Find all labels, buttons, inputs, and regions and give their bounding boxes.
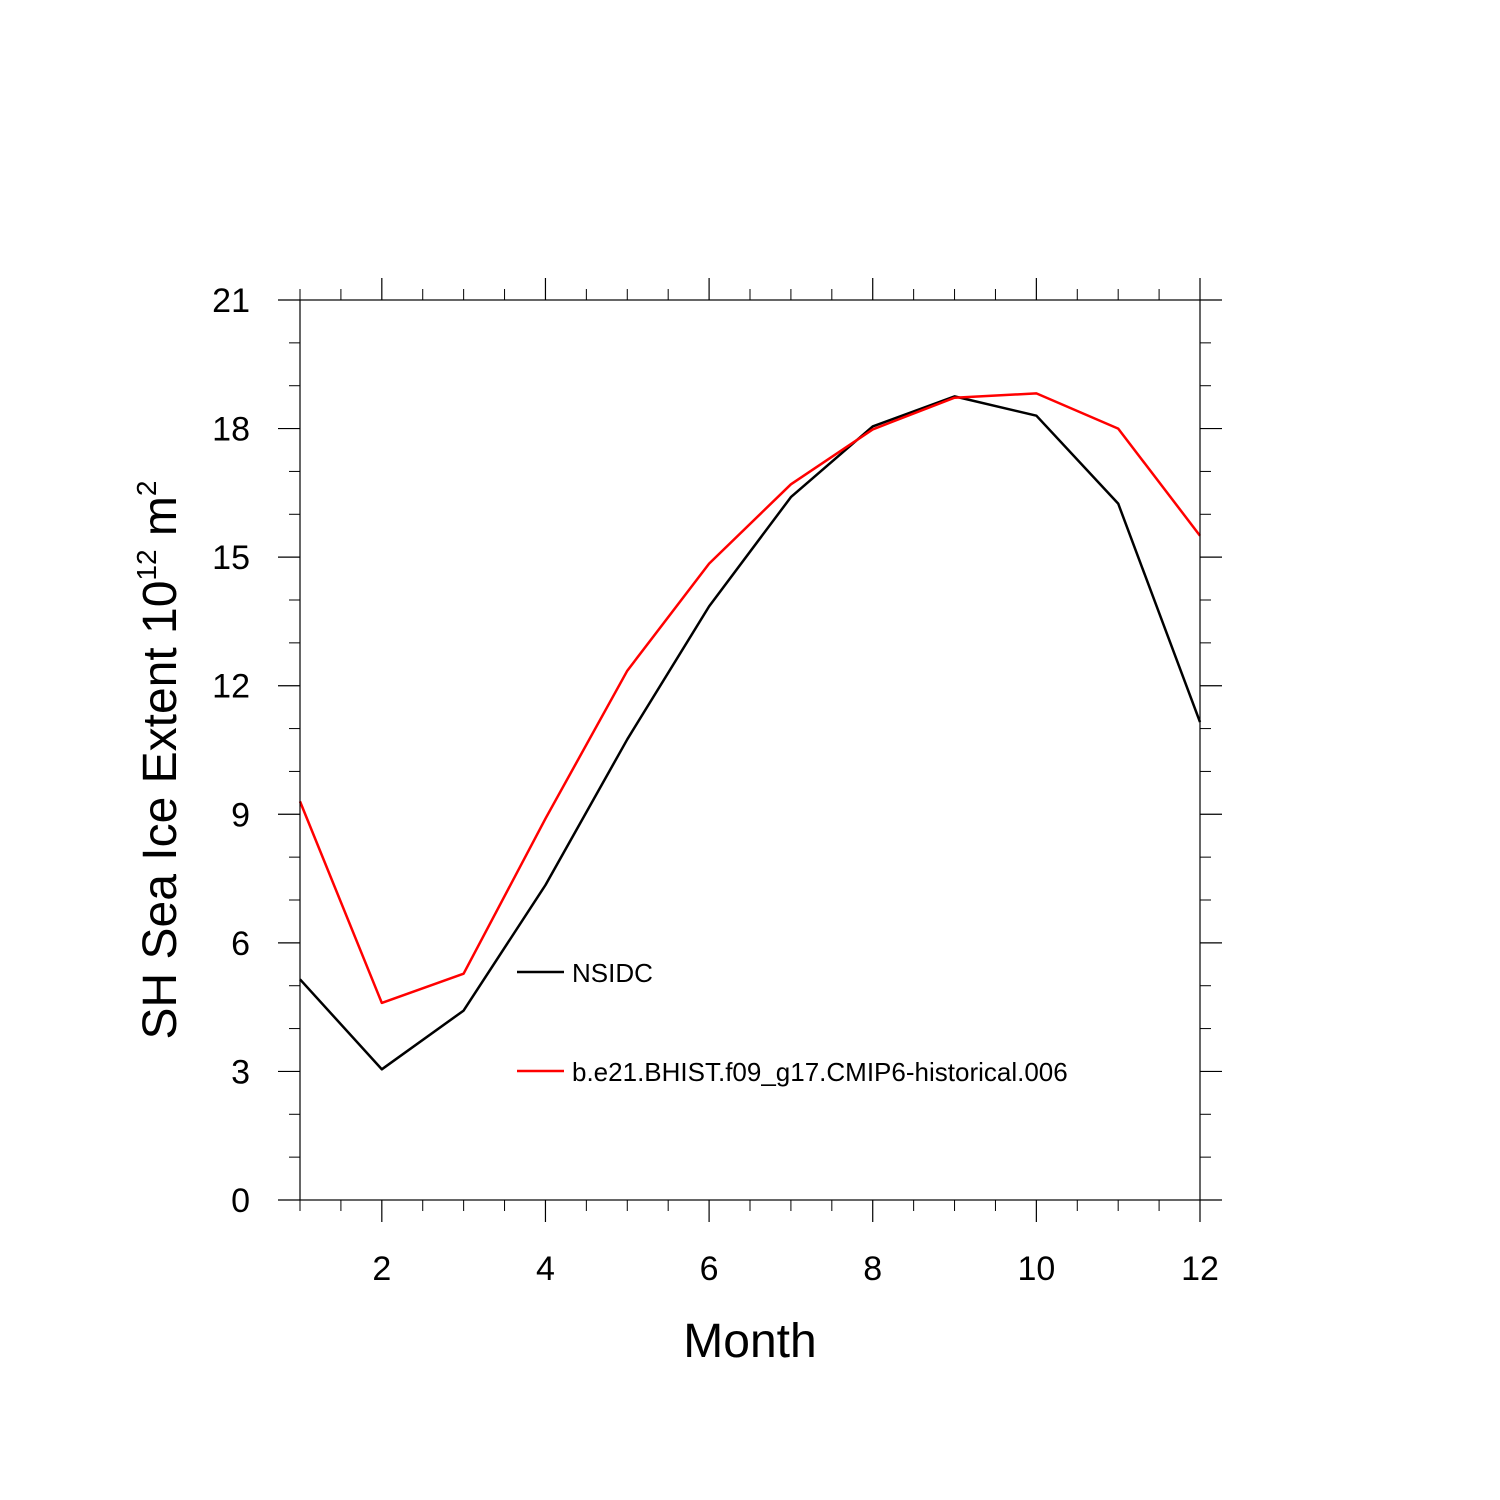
x-tick-label: 12 [1181,1250,1219,1288]
plot-frame [299,299,1201,1201]
y-axis-title-prefix: SH Sea Ice Extent 10 [134,581,187,1040]
y-tick-label: 12 [212,668,250,706]
x-tick-label: 8 [863,1250,882,1288]
y-tick-label: 9 [231,796,250,834]
x-tick-label: 4 [536,1250,555,1288]
major-ticks [278,278,1222,1222]
x-tick-label: 10 [1017,1250,1055,1288]
legend: NSIDC b.e21.BHIST.f09_g17.CMIP6-historica… [517,958,1068,1087]
legend-label: NSIDC [572,958,653,988]
y-axis-title-unit: m [134,496,187,549]
series-layer [298,392,1202,1071]
y-axis-title-exponent-2: 2 [131,481,162,497]
y-axis-title-exponent-1: 12 [131,549,162,580]
x-axis-title: Month [683,1315,816,1368]
y-tick-label: 15 [212,539,250,577]
y-tick-label: 3 [231,1053,250,1091]
y-axis-title: SH Sea Ice Extent 1012 m2 [131,481,187,1040]
y-tick-label: 6 [231,925,250,963]
x-tick-label: 6 [700,1250,719,1288]
minor-ticks [289,289,1211,1211]
x-tick-label: 2 [372,1250,391,1288]
x-tick-labels: 2 4 6 8 10 12 [372,1250,1219,1288]
legend-label: b.e21.BHIST.f09_g17.CMIP6-historical.006 [572,1057,1068,1087]
y-tick-label: 21 [212,282,250,320]
y-tick-labels: 0 3 6 9 12 15 18 21 [212,282,250,1220]
series-line-nsidc [299,395,1202,1071]
series-line-model [298,392,1201,1005]
y-tick-label: 0 [231,1182,250,1220]
y-tick-label: 18 [212,411,250,449]
